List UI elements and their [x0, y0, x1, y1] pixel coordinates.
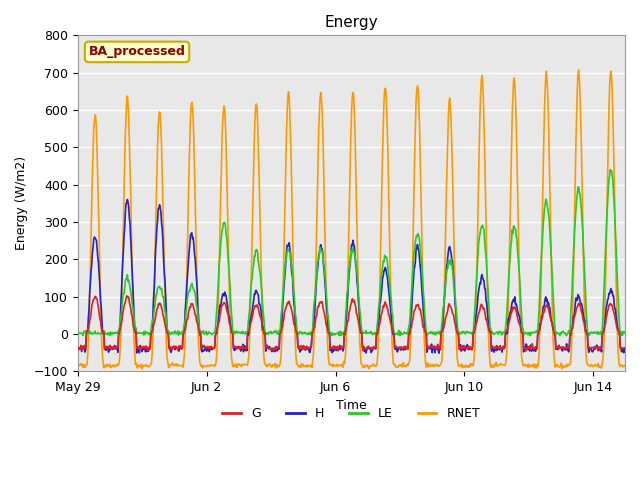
Legend: G, H, LE, RNET: G, H, LE, RNET	[218, 402, 485, 425]
Text: BA_processed: BA_processed	[88, 46, 186, 59]
Y-axis label: Energy (W/m2): Energy (W/m2)	[15, 156, 28, 250]
Title: Energy: Energy	[324, 15, 378, 30]
X-axis label: Time: Time	[336, 399, 367, 412]
